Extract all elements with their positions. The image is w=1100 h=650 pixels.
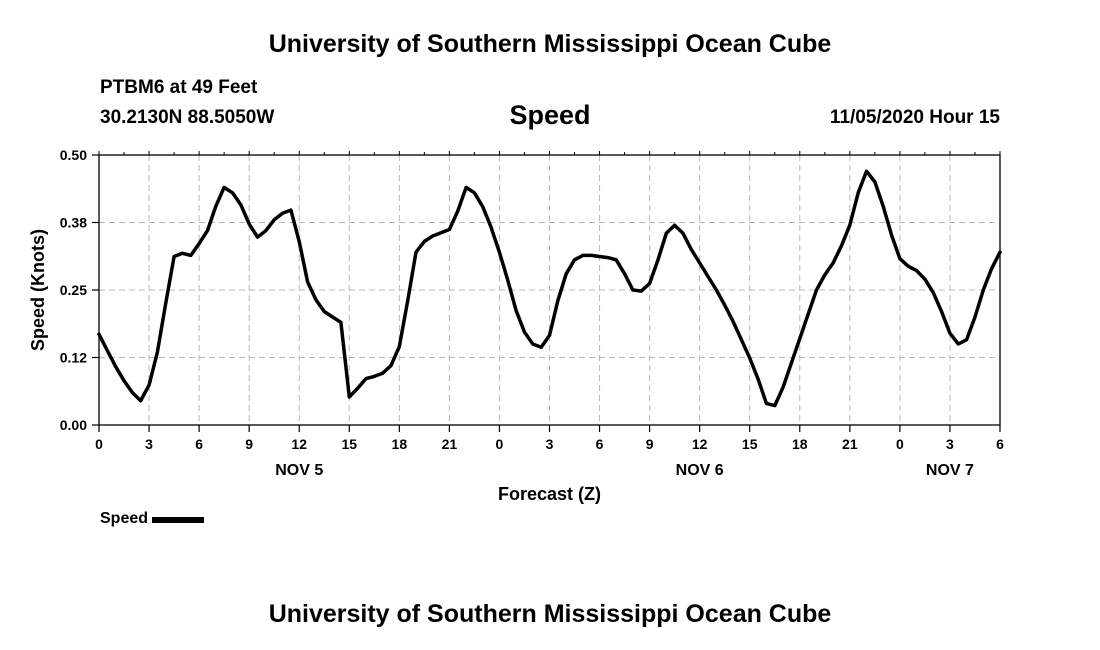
y-tick-label: 0.38 — [60, 215, 87, 231]
day-label: NOV 7 — [926, 462, 974, 479]
chart-title-top: University of Southern Mississippi Ocean… — [268, 30, 832, 58]
x-tick-label: 15 — [742, 436, 758, 452]
day-label: NOV 5 — [275, 462, 323, 479]
legend-swatch-speed — [152, 517, 205, 523]
x-tick-label: 6 — [996, 436, 1004, 452]
x-tick-label: 9 — [245, 436, 253, 452]
legend-label: Speed — [100, 510, 149, 527]
y-axis-label: Speed (Knots) — [28, 229, 48, 351]
series-line-speed — [97, 169, 1002, 408]
chart-title-bottom: University of Southern Mississippi Ocean… — [268, 600, 832, 628]
x-tick-label: 12 — [692, 436, 708, 452]
x-tick-label: 6 — [596, 436, 604, 452]
x-tick-label: 18 — [392, 436, 408, 452]
x-tick-label: 3 — [145, 436, 153, 452]
x-tick-label: 0 — [896, 436, 904, 452]
station-name: PTBM6 at 49 Feet — [100, 77, 258, 98]
x-axis-label: Forecast (Z) — [498, 484, 601, 504]
x-tick-label: 6 — [195, 436, 203, 452]
x-tick-label: 9 — [646, 436, 654, 452]
x-tick-label: 3 — [946, 436, 954, 452]
y-tick-label: 0.00 — [60, 417, 87, 433]
x-tick-label: 0 — [496, 436, 504, 452]
x-tick-label: 12 — [291, 436, 307, 452]
x-tick-label: 21 — [442, 436, 458, 452]
legend: Speed — [100, 510, 205, 528]
day-label: NOV 6 — [676, 462, 724, 479]
x-tick-label: 21 — [842, 436, 858, 452]
x-tick-label: 18 — [792, 436, 808, 452]
y-tick-label: 0.25 — [60, 282, 87, 298]
station-coordinates: 30.2130N 88.5050W — [100, 107, 275, 128]
forecast-datetime: 11/05/2020 Hour 15 — [829, 107, 1000, 128]
x-tick-label: 3 — [546, 436, 554, 452]
x-tick-label: 15 — [341, 436, 357, 452]
x-tick-label: 0 — [95, 436, 103, 452]
y-tick-label: 0.50 — [60, 147, 87, 163]
y-tick-label: 0.12 — [60, 350, 87, 366]
parameter-title: Speed — [509, 100, 591, 130]
